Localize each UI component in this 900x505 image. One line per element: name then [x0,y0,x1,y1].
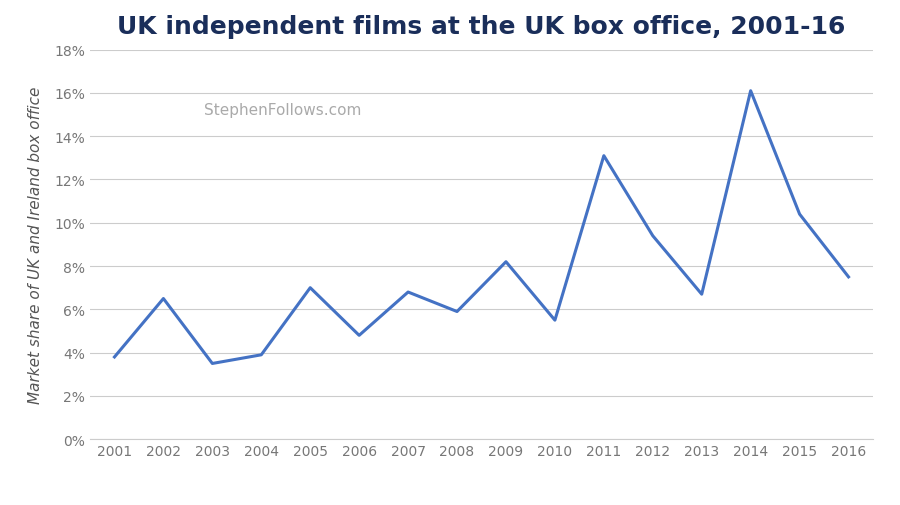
Title: UK independent films at the UK box office, 2001-16: UK independent films at the UK box offic… [117,15,846,39]
Text: StephenFollows.com: StephenFollows.com [203,103,361,118]
Y-axis label: Market share of UK and Ireland box office: Market share of UK and Ireland box offic… [28,86,43,403]
